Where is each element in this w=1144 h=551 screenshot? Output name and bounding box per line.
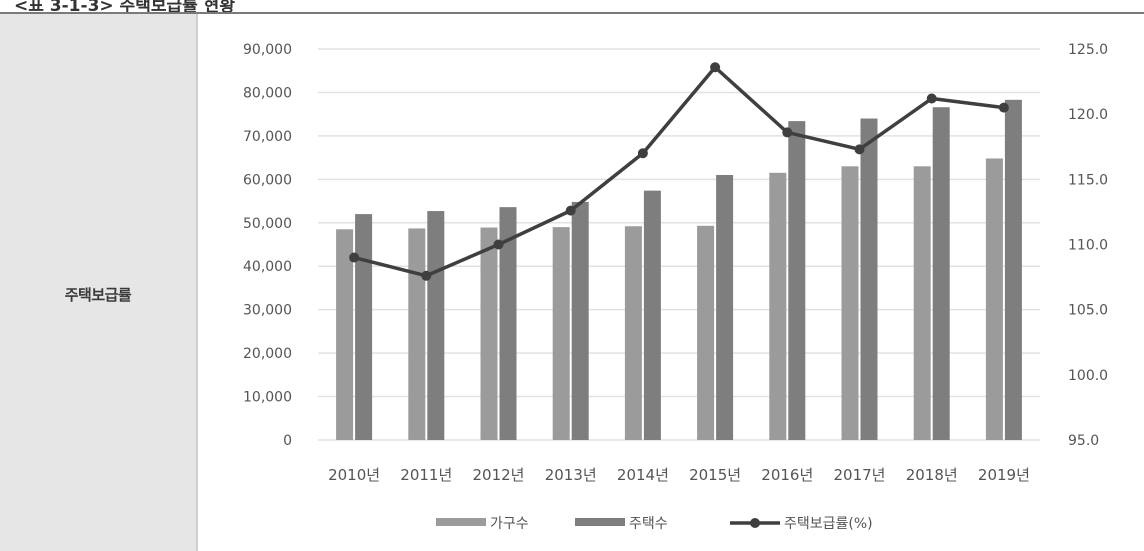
table-caption: <표 3-1-3> 주택보급률 현황	[0, 0, 1144, 14]
y-left-tick-label: 20,000	[243, 346, 292, 362]
y-right-tick-label: 110.0	[1068, 238, 1108, 254]
rate-point	[998, 102, 1009, 113]
y-left-tick-label: 0	[283, 433, 292, 449]
rate-point	[493, 239, 504, 250]
x-tick-label: 2013년	[545, 466, 597, 484]
rate-line-path	[353, 65, 1005, 278]
y-axis-right: 95.0 100.0 105.0 110.0 115.0 120.0 125.0	[1068, 42, 1108, 449]
bar-households	[841, 166, 859, 441]
table-caption-text: <표 3-1-3> 주택보급률 현황	[14, 0, 235, 14]
legend-households-swatch	[436, 518, 486, 526]
rate-point	[421, 270, 432, 281]
x-tick-label: 2017년	[834, 466, 886, 484]
row-label: 주택보급률	[64, 286, 132, 304]
x-tick-label: 2011년	[400, 466, 452, 484]
x-tick-label: 2016년	[761, 466, 813, 484]
x-tick-label: 2012년	[473, 466, 525, 484]
bar-houses	[499, 207, 517, 440]
y-right-tick-label: 100.0	[1068, 368, 1108, 384]
legend-rate-marker	[750, 518, 760, 528]
bar-households	[336, 229, 354, 440]
bar-houses	[571, 201, 589, 440]
y-left-tick-label: 30,000	[243, 303, 292, 319]
rate-point	[926, 93, 937, 104]
bar-houses	[643, 190, 661, 440]
x-tick-label: 2018년	[906, 466, 958, 484]
x-tick-label: 2010년	[328, 466, 380, 484]
bar-households	[408, 228, 426, 440]
legend-houses-swatch	[575, 518, 625, 526]
rate-point	[710, 62, 721, 73]
x-tick-label: 2015년	[689, 466, 741, 484]
y-left-tick-label: 50,000	[243, 216, 292, 232]
bar-households	[697, 225, 715, 440]
legend-rate-label: 주택보급률(%)	[784, 516, 873, 532]
y-left-tick-label: 70,000	[243, 129, 292, 145]
y-left-tick-label: 90,000	[243, 42, 292, 58]
y-left-tick-label: 80,000	[243, 85, 292, 101]
x-tick-label: 2019년	[978, 466, 1030, 484]
y-axis-left: 0 10,000 20,000 30,000 40,000 50,000 60,000 70,…	[243, 42, 292, 449]
y-right-tick-label: 95.0	[1068, 433, 1099, 449]
y-right-tick-label: 125.0	[1068, 42, 1108, 58]
bar-houses	[860, 118, 878, 440]
rate-point	[854, 144, 865, 155]
y-right-tick-label: 115.0	[1068, 172, 1108, 188]
rate-point	[782, 127, 793, 138]
rate-line	[349, 62, 1009, 281]
y-left-tick-label: 40,000	[243, 259, 292, 275]
bar-houses	[355, 214, 373, 440]
rate-point	[637, 148, 648, 159]
y-right-tick-label: 105.0	[1068, 303, 1108, 319]
bar-households	[913, 166, 931, 441]
bar-households	[624, 226, 642, 440]
y-right-tick-label: 120.0	[1068, 107, 1108, 123]
rate-point	[349, 252, 360, 263]
legend-households-label: 가구수	[490, 516, 529, 532]
bar-houses	[1004, 99, 1022, 440]
legend: 가구수 주택수 주택보급률(%)	[436, 516, 873, 532]
bar-households	[769, 172, 787, 441]
bar-houses	[716, 174, 734, 440]
bar-households	[552, 227, 570, 440]
row-header-cell: 주택보급률	[0, 14, 198, 551]
y-left-tick-label: 10,000	[243, 390, 292, 406]
bar-households	[985, 158, 1003, 441]
x-axis: 2010년 2011년 2012년 2013년 2014년 2015년 2016년 2017년…	[328, 466, 1030, 484]
legend-houses-label: 주택수	[629, 516, 668, 532]
bar-households	[480, 227, 498, 440]
y-left-tick-label: 60,000	[243, 172, 292, 188]
bar-houses	[427, 211, 445, 440]
rate-point	[565, 205, 576, 216]
bar-houses	[788, 121, 806, 441]
bar-houses	[932, 107, 950, 441]
x-tick-label: 2014년	[617, 466, 669, 484]
